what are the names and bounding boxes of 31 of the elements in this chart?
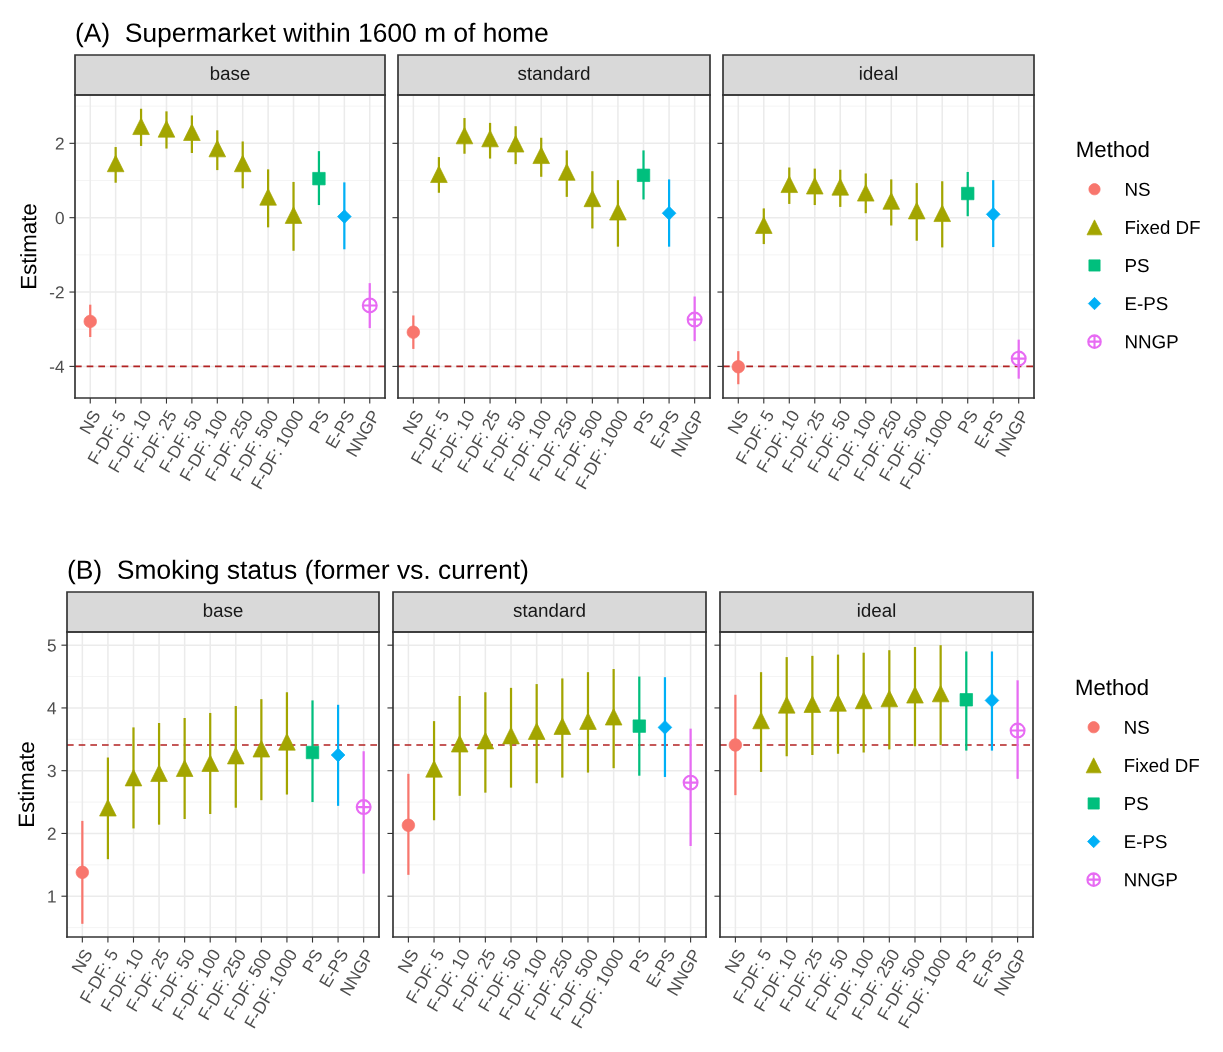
legend-label: NS [1125, 720, 1149, 734]
chart-subtitle: ideal [857, 603, 896, 618]
y-tick-label: -4 [49, 360, 65, 373]
chart-title: (B) Smoking status (former vs. current) [68, 559, 528, 585]
legend-label: NNGP [1125, 873, 1177, 887]
chart-subtitle: standard [513, 603, 585, 618]
y-axis-title: Estimate [20, 204, 37, 288]
legend-label: E-PS [1125, 835, 1167, 849]
chart-subtitle: standard [518, 66, 590, 81]
y-tick-label: 1 [48, 890, 56, 903]
legend-label: Fixed DF [1126, 220, 1200, 235]
y-tick-label: 5 [47, 639, 56, 652]
y-tick-label: 3 [47, 764, 56, 778]
legend-label: E-PS [1126, 297, 1168, 311]
y-axis-title: Estimate [17, 742, 35, 826]
chart-subtitle: base [203, 603, 243, 618]
y-tick-label: 2 [55, 137, 64, 150]
legend-label: PS [1125, 796, 1148, 811]
legend-title: Method [1077, 140, 1149, 158]
chart-subtitle: base [210, 66, 250, 81]
legend-title: Method [1076, 678, 1148, 696]
chart-subtitle: ideal [859, 66, 898, 81]
chart-title: (A) Supermarket within 1600 m of home [76, 22, 548, 48]
legend-label: Fixed DF [1125, 758, 1199, 773]
y-tick-label: 0 [55, 211, 64, 225]
y-tick-label: -2 [49, 286, 64, 299]
legend-label: NNGP [1126, 335, 1178, 349]
y-tick-label: 4 [47, 702, 57, 715]
legend-label: PS [1126, 258, 1149, 273]
legend-label: NS [1126, 182, 1150, 196]
y-tick-label: 2 [47, 827, 56, 840]
